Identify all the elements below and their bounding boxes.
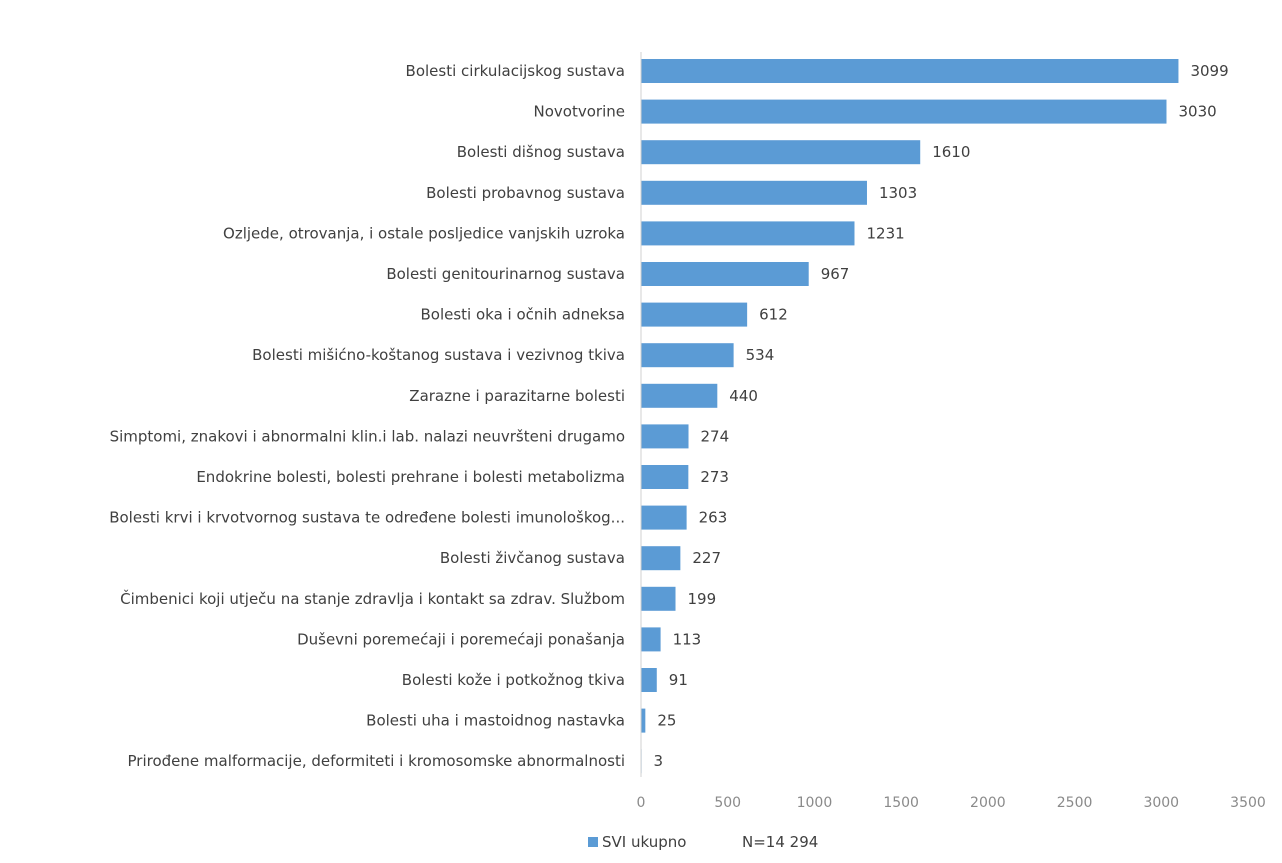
category-label: Simptomi, znakovi i abnormalni klin.i la… bbox=[110, 427, 625, 445]
category-label: Ozljede, otrovanja, i ostale posljedice … bbox=[223, 224, 625, 242]
x-tick-label: 2000 bbox=[970, 795, 1006, 811]
x-tick-label: 3000 bbox=[1143, 795, 1179, 811]
x-tick-label: 2500 bbox=[1057, 795, 1093, 811]
x-tick-label: 1000 bbox=[797, 795, 833, 811]
legend: SVI ukupno N=14 294 bbox=[588, 833, 818, 851]
category-label: Bolesti genitourinarnog sustava bbox=[386, 265, 625, 283]
category-label: Duševni poremećaji i poremećaji ponašanj… bbox=[297, 630, 625, 648]
bar bbox=[641, 140, 921, 165]
category-label: Čimbenici koji utječu na stanje zdravlja… bbox=[120, 589, 625, 608]
category-label: Bolesti dišnog sustava bbox=[457, 143, 625, 161]
x-tick-label: 0 bbox=[637, 795, 646, 811]
data-label: 227 bbox=[692, 549, 721, 567]
category-label: Bolesti kože i potkožnog tkiva bbox=[402, 671, 625, 689]
category-label: Zarazne i parazitarne bolesti bbox=[409, 387, 625, 405]
data-label: 3099 bbox=[1190, 62, 1228, 80]
bar bbox=[641, 99, 1167, 124]
legend-sample-size: N=14 294 bbox=[742, 833, 818, 851]
bar bbox=[641, 708, 646, 733]
data-label: 113 bbox=[673, 630, 702, 648]
category-label: Bolesti uha i mastoidnog nastavka bbox=[366, 712, 625, 730]
x-axis-ticks: 0 500 1000 1500 2000 2500 3000 3500 bbox=[637, 795, 1266, 811]
bar bbox=[641, 546, 681, 571]
category-label: Bolesti cirkulacijskog sustava bbox=[406, 62, 625, 80]
bar bbox=[641, 262, 809, 286]
data-label: 967 bbox=[821, 265, 850, 283]
data-label: 3 bbox=[654, 752, 664, 770]
bar bbox=[641, 668, 657, 692]
bar bbox=[641, 505, 687, 530]
category-label: Bolesti oka i očnih adneksa bbox=[420, 306, 625, 324]
data-label: 263 bbox=[699, 509, 728, 527]
data-label: 440 bbox=[729, 387, 758, 405]
data-label: 25 bbox=[657, 712, 676, 730]
x-tick-label: 500 bbox=[714, 795, 741, 811]
category-label: Bolesti probavnog sustava bbox=[426, 184, 625, 202]
bar bbox=[641, 221, 855, 246]
legend-series-label: SVI ukupno bbox=[602, 833, 686, 851]
data-label: 612 bbox=[759, 306, 788, 324]
bar bbox=[641, 59, 1179, 83]
bar bbox=[641, 302, 748, 327]
x-tick-label: 1500 bbox=[883, 795, 919, 811]
bar bbox=[641, 343, 734, 368]
category-label: Bolesti krvi i krvotvornog sustava te od… bbox=[109, 509, 625, 527]
data-label: 534 bbox=[746, 346, 775, 364]
data-labels: 3099 3030 1610 1303 1231 967 612 534 440 274 273 26… bbox=[654, 62, 1229, 770]
bar bbox=[641, 180, 867, 205]
bar bbox=[641, 627, 661, 652]
data-label: 1303 bbox=[879, 184, 917, 202]
data-label: 91 bbox=[669, 671, 688, 689]
bar bbox=[641, 465, 689, 489]
category-label: Prirođene malformacije, deformiteti i kr… bbox=[128, 752, 626, 770]
bars-layer bbox=[641, 59, 1179, 774]
legend-swatch bbox=[588, 837, 598, 847]
category-labels: Bolesti cirkulacijskog sustava Novotvorin… bbox=[109, 62, 625, 770]
bar bbox=[641, 424, 689, 449]
data-label: 3030 bbox=[1178, 103, 1216, 121]
data-label: 1231 bbox=[866, 224, 904, 242]
category-label: Novotvorine bbox=[534, 103, 625, 121]
bar bbox=[641, 586, 676, 611]
bar bbox=[641, 383, 718, 408]
category-label: Bolesti živčanog sustava bbox=[440, 549, 625, 567]
category-label: Endokrine bolesti, bolesti prehrane i bo… bbox=[196, 468, 625, 486]
data-label: 274 bbox=[701, 427, 730, 445]
data-label: 199 bbox=[688, 590, 717, 608]
data-label: 273 bbox=[700, 468, 729, 486]
x-tick-label: 3500 bbox=[1230, 795, 1266, 811]
data-label: 1610 bbox=[932, 143, 970, 161]
category-label: Bolesti mišićno-koštanog sustava i veziv… bbox=[252, 346, 625, 364]
